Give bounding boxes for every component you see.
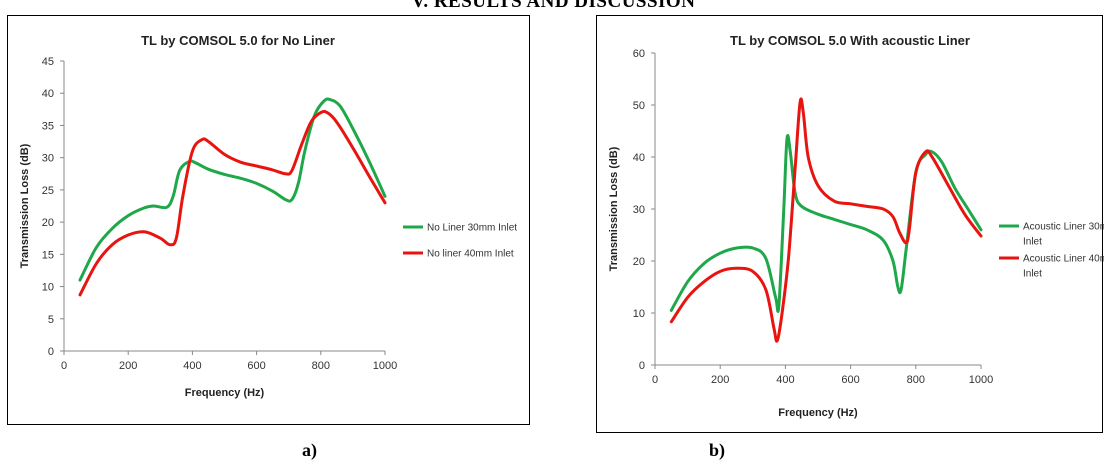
y-tick-label: 40 [42, 88, 54, 100]
y-tick-label: 30 [42, 153, 54, 165]
y-tick-label: 30 [633, 204, 645, 216]
y-tick-label: 50 [633, 100, 645, 112]
x-tick-label: 1000 [969, 374, 993, 386]
caption-b: b) [709, 440, 726, 460]
y-tick-label: 45 [42, 56, 54, 68]
chart-b-svg: TL by COMSOL 5.0 With acoustic Liner 0 10 2… [608, 33, 1104, 419]
series-line-1 [669, 134, 983, 313]
y-tick-label: 0 [639, 360, 645, 372]
x-tick-label: 600 [247, 360, 265, 372]
x-tick-label: 0 [652, 374, 658, 386]
caption-a: a) [302, 440, 317, 460]
x-tick-label: 200 [119, 360, 137, 372]
chart-a-svg: TL by COMSOL 5.0 for No Liner 0 5 10 15 20 25 3… [19, 33, 517, 399]
y-tick-label: 20 [42, 217, 54, 229]
chart-panel-b: TL by COMSOL 5.0 With acoustic Liner 0 10 2… [596, 15, 1104, 433]
x-tick-label: 400 [183, 360, 201, 372]
y-tick-label: 0 [48, 346, 54, 358]
series-line-2 [78, 109, 387, 297]
x-axis-label: Frequency (Hz) [778, 407, 858, 419]
x-tick-label: 600 [841, 374, 859, 386]
chart-title: TL by COMSOL 5.0 With acoustic Liner [730, 33, 970, 48]
legend-label-1: No Liner 30mm Inlet [427, 223, 517, 234]
y-tick-label: 20 [633, 256, 645, 268]
y-tick-label: 40 [633, 152, 645, 164]
section-heading: V. RESULTS AND DISCUSSION [411, 0, 696, 12]
y-axis-label: Transmission Loss (dB) [19, 143, 31, 268]
x-tick-label: 800 [312, 360, 330, 372]
y-tick-label: 5 [48, 314, 54, 326]
x-tick-label: 0 [61, 360, 67, 372]
y-tick-label: 15 [42, 249, 54, 261]
x-tick-label: 800 [907, 374, 925, 386]
x-axis-label: Frequency (Hz) [185, 387, 265, 399]
y-tick-label: 10 [633, 308, 645, 320]
x-tick-label: 400 [776, 374, 794, 386]
y-tick-label: 60 [633, 48, 645, 60]
y-axis-label: Transmission Loss (dB) [608, 146, 620, 271]
x-tick-label: 200 [711, 374, 729, 386]
y-tick-label: 10 [42, 282, 54, 294]
legend-label-2: No liner 40mm Inlet [427, 249, 514, 260]
y-tick-label: 25 [42, 185, 54, 197]
series-line-1 [78, 97, 387, 282]
y-tick-label: 35 [42, 120, 54, 132]
x-tick-label: 1000 [373, 360, 397, 372]
chart-panel-a: TL by COMSOL 5.0 for No Liner 0 5 10 15 20 25 3… [7, 15, 530, 425]
chart-title: TL by COMSOL 5.0 for No Liner [141, 33, 335, 48]
series-line-2 [669, 97, 983, 343]
